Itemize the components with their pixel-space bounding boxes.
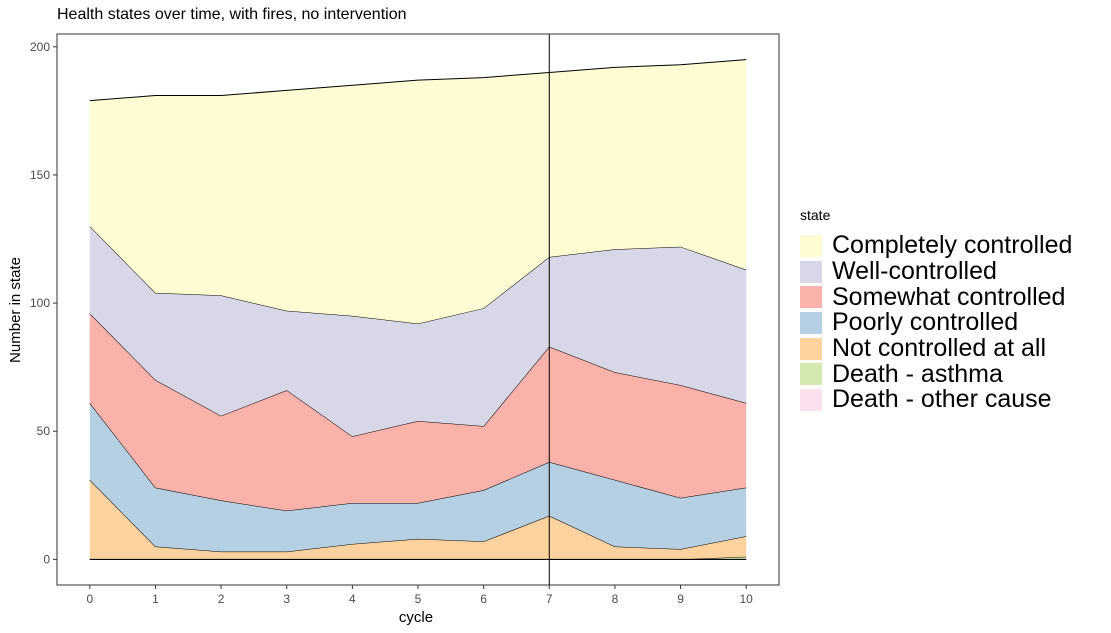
legend-item-death-asthma: Death - asthma <box>800 361 1072 387</box>
x-tick-label: 7 <box>546 592 553 606</box>
x-tick-label: 10 <box>740 592 754 606</box>
stacked-areas <box>89 59 747 560</box>
area-completely-controlled <box>89 59 747 324</box>
boundary-line-completely-controlled <box>89 59 747 102</box>
y-tick-label: 200 <box>30 40 50 54</box>
legend-label: Completely controlled <box>832 231 1073 260</box>
legend-label: Not controlled at all <box>832 334 1047 363</box>
legend: state Completely controlled Well-controll… <box>800 207 1072 413</box>
legend-swatch <box>800 337 822 360</box>
area-poorly-controlled <box>89 403 747 552</box>
legend-item-somewhat-controlled: Somewhat controlled <box>800 284 1072 310</box>
area-somewhat-controlled <box>89 313 747 511</box>
legend-swatch <box>800 260 822 283</box>
x-tick-label: 8 <box>612 592 619 606</box>
x-tick-label: 5 <box>415 592 422 606</box>
legend-label: Death - other cause <box>832 385 1052 414</box>
legend-swatch <box>800 388 822 411</box>
y-tick-label: 50 <box>37 424 51 438</box>
legend-label: Well-controlled <box>832 257 997 286</box>
x-tick-label: 6 <box>480 592 487 606</box>
x-tick-label: 1 <box>152 592 159 606</box>
x-tick-label: 9 <box>677 592 684 606</box>
x-axis: 0 1 2 3 4 5 6 7 8 9 10 <box>86 585 753 606</box>
legend-title: state <box>800 207 831 223</box>
legend-label: Somewhat controlled <box>832 282 1066 311</box>
area-not-controlled-at-all <box>89 479 747 560</box>
x-tick-label: 2 <box>218 592 225 606</box>
legend-swatch <box>800 311 822 334</box>
legend-item-poorly-controlled: Poorly controlled <box>800 310 1072 336</box>
y-tick-label: 150 <box>30 168 50 182</box>
legend-item-completely-controlled: Completely controlled <box>800 233 1072 259</box>
x-tick-label: 0 <box>86 592 93 606</box>
legend-label: Death - asthma <box>832 359 1003 388</box>
legend-item-not-controlled-at-all: Not controlled at all <box>800 336 1072 362</box>
area-well-controlled <box>89 226 747 437</box>
legend-item-death-other-cause: Death - other cause <box>800 387 1072 413</box>
chart-title: Health states over time, with fires, no … <box>57 6 407 23</box>
legend-items: Completely controlled Well-controlled Some… <box>800 233 1072 413</box>
x-axis-label: cycle <box>399 609 433 626</box>
x-tick-label: 4 <box>349 592 356 606</box>
legend-swatch <box>800 363 822 386</box>
y-tick-label: 0 <box>43 552 50 566</box>
legend-swatch <box>800 286 822 309</box>
y-axis: 0 50 100 150 200 <box>30 40 57 566</box>
y-tick-label: 100 <box>30 296 50 310</box>
x-tick-label: 3 <box>283 592 290 606</box>
legend-item-well-controlled: Well-controlled <box>800 259 1072 285</box>
legend-label: Poorly controlled <box>832 308 1019 337</box>
y-axis-label: Number in state <box>7 257 24 363</box>
legend-swatch <box>800 234 822 257</box>
